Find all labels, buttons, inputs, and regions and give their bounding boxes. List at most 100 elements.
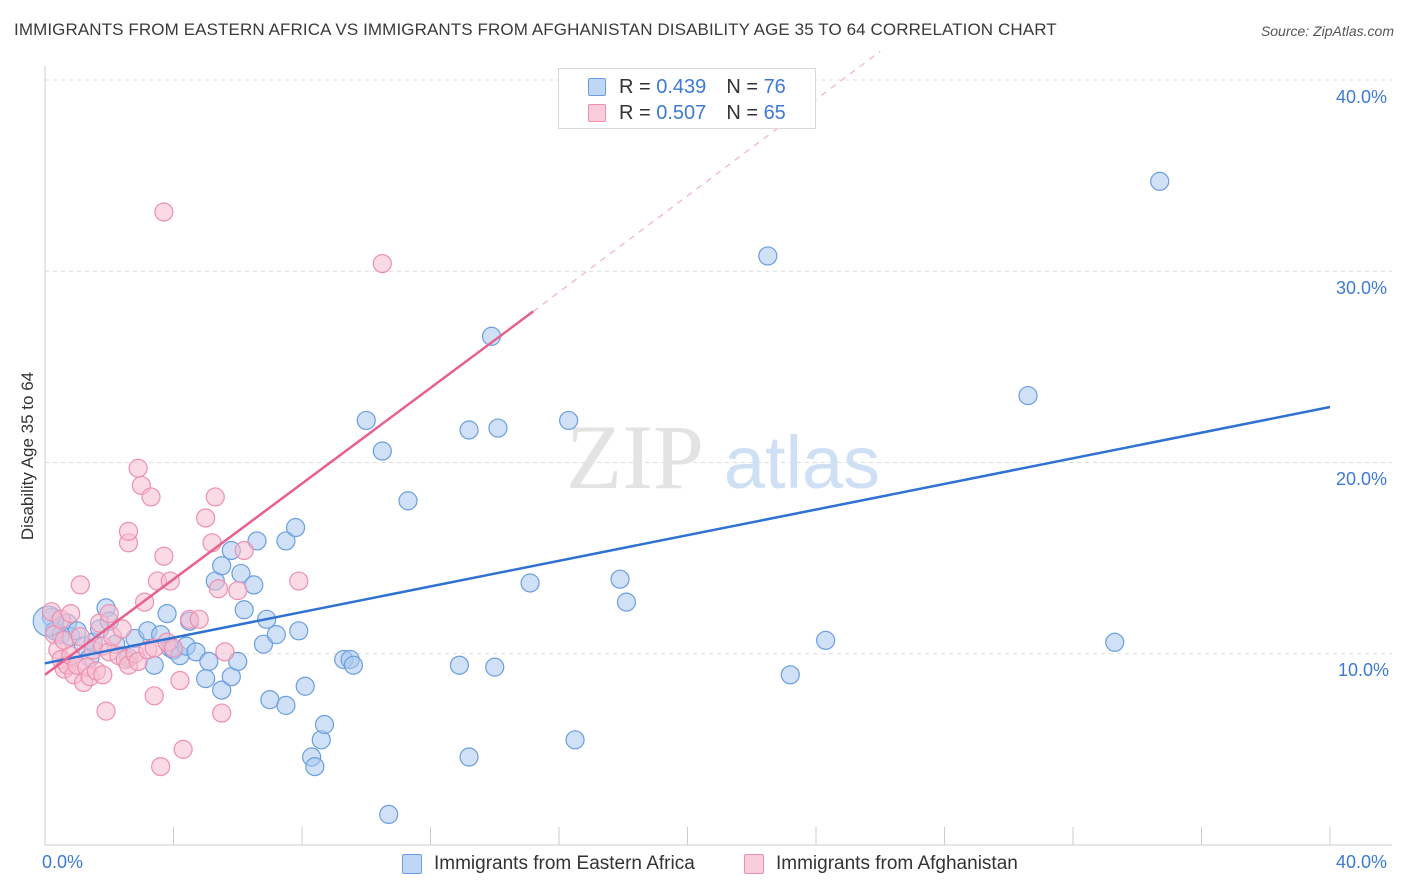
- data-point: [356, 410, 376, 431]
- data-point: [186, 642, 206, 662]
- data-point: [163, 638, 184, 658]
- data-point: [372, 254, 392, 274]
- data-point: [305, 756, 325, 777]
- data-point: [253, 634, 274, 654]
- legend-r-value: 0.507: [656, 101, 707, 124]
- legend-row-eastern-africa: R = 0.439 N = 76: [588, 75, 786, 99]
- trend-line-eastern-africa: [44, 405, 1331, 665]
- data-point: [289, 571, 309, 591]
- legend: R = 0.439 N = 76 R = 0.507 N = 65: [558, 68, 816, 129]
- data-point: [780, 665, 800, 685]
- data-point: [449, 655, 470, 675]
- data-point: [196, 508, 216, 528]
- data-point: [189, 609, 209, 629]
- data-point: [1105, 632, 1125, 652]
- legend-n-value: 76: [763, 75, 786, 98]
- data-point: [234, 600, 254, 620]
- chart-source: Source: ZipAtlas.com: [1260, 23, 1394, 39]
- data-point: [488, 418, 508, 438]
- data-point: [228, 651, 248, 672]
- data-point: [112, 619, 132, 639]
- data-point: [758, 246, 778, 266]
- data-point: [205, 487, 225, 507]
- data-point: [485, 657, 505, 677]
- data-point: [128, 458, 148, 478]
- data-point: [96, 701, 116, 721]
- data-point: [314, 714, 335, 735]
- legend-n-label: N =: [726, 75, 758, 98]
- legend-row-afghanistan: R = 0.507 N = 65: [588, 101, 786, 125]
- data-point: [154, 202, 174, 222]
- data-point: [1018, 385, 1038, 406]
- trend-line-afghanistan: [44, 310, 535, 676]
- data-point: [228, 581, 248, 601]
- chart-title: IMMIGRANTS FROM EASTERN AFRICA VS IMMIGR…: [14, 20, 1057, 39]
- data-point: [260, 690, 280, 710]
- data-point: [816, 630, 836, 650]
- y-tick-label: 40.0%: [1336, 87, 1388, 107]
- x-tick-label: 40.0%: [1336, 852, 1388, 872]
- data-point: [154, 546, 174, 566]
- data-point: [70, 575, 90, 595]
- data-point: [565, 730, 585, 750]
- watermark: ZIP atlas: [566, 406, 880, 508]
- bottom-legend-afghanistan: Immigrants from Afghanistan: [744, 852, 1018, 876]
- data-point: [289, 621, 309, 641]
- data-point: [295, 676, 315, 696]
- data-point: [520, 573, 540, 593]
- series-eastern-africa: [32, 171, 1170, 825]
- watermark-atlas: atlas: [724, 421, 880, 504]
- y-tick-label: 20.0%: [1336, 469, 1388, 489]
- data-point: [343, 655, 363, 675]
- data-point: [70, 626, 90, 647]
- legend-n-label: N =: [726, 101, 758, 124]
- legend-n-value: 65: [763, 101, 786, 124]
- data-point: [151, 756, 171, 777]
- data-point: [141, 487, 161, 507]
- data-point: [276, 695, 296, 715]
- data-point: [1150, 171, 1170, 191]
- data-point: [61, 603, 81, 624]
- legend-r-label: R =: [619, 101, 651, 124]
- bottom-legend-swatch-pink: [744, 854, 764, 874]
- legend-r-label: R =: [619, 75, 651, 98]
- trend-line-afghanistan-extension: [532, 50, 881, 312]
- data-point: [215, 642, 235, 662]
- watermark-zip: ZIP: [566, 406, 704, 508]
- data-point: [285, 517, 306, 538]
- data-point: [212, 680, 232, 700]
- axes: [44, 66, 1392, 846]
- y-tick-label: 30.0%: [1336, 278, 1388, 298]
- data-point: [398, 491, 418, 511]
- series-afghanistan: [41, 202, 392, 777]
- data-point: [247, 531, 267, 551]
- data-point: [459, 747, 479, 767]
- data-point: [212, 703, 232, 723]
- x-tick-label: 0.0%: [42, 852, 84, 872]
- data-point: [173, 739, 193, 759]
- y-axis-label: Disability Age 35 to 64: [18, 371, 37, 541]
- y-tick-label: 10.0%: [1338, 660, 1390, 680]
- data-point: [244, 575, 264, 595]
- data-point: [157, 603, 177, 624]
- data-point: [616, 592, 637, 612]
- data-point: [266, 625, 286, 645]
- bottom-legend-swatch-blue: [402, 854, 422, 874]
- data-point: [144, 686, 164, 706]
- bottom-legend-label: Immigrants from Eastern Africa: [434, 853, 695, 874]
- data-point: [379, 804, 399, 825]
- data-point: [99, 603, 119, 624]
- bottom-legend-label: Immigrants from Afghanistan: [776, 853, 1018, 874]
- data-point: [196, 669, 216, 689]
- data-point: [199, 651, 219, 672]
- legend-r-value: 0.439: [656, 75, 707, 98]
- data-point: [208, 579, 229, 599]
- data-point: [610, 569, 630, 589]
- legend-swatch-blue: [588, 78, 606, 96]
- data-point: [372, 441, 392, 461]
- data-point: [559, 410, 579, 431]
- data-point: [276, 531, 296, 551]
- data-point: [234, 540, 254, 561]
- bottom-legend-eastern-africa: Immigrants from Eastern Africa: [402, 852, 695, 876]
